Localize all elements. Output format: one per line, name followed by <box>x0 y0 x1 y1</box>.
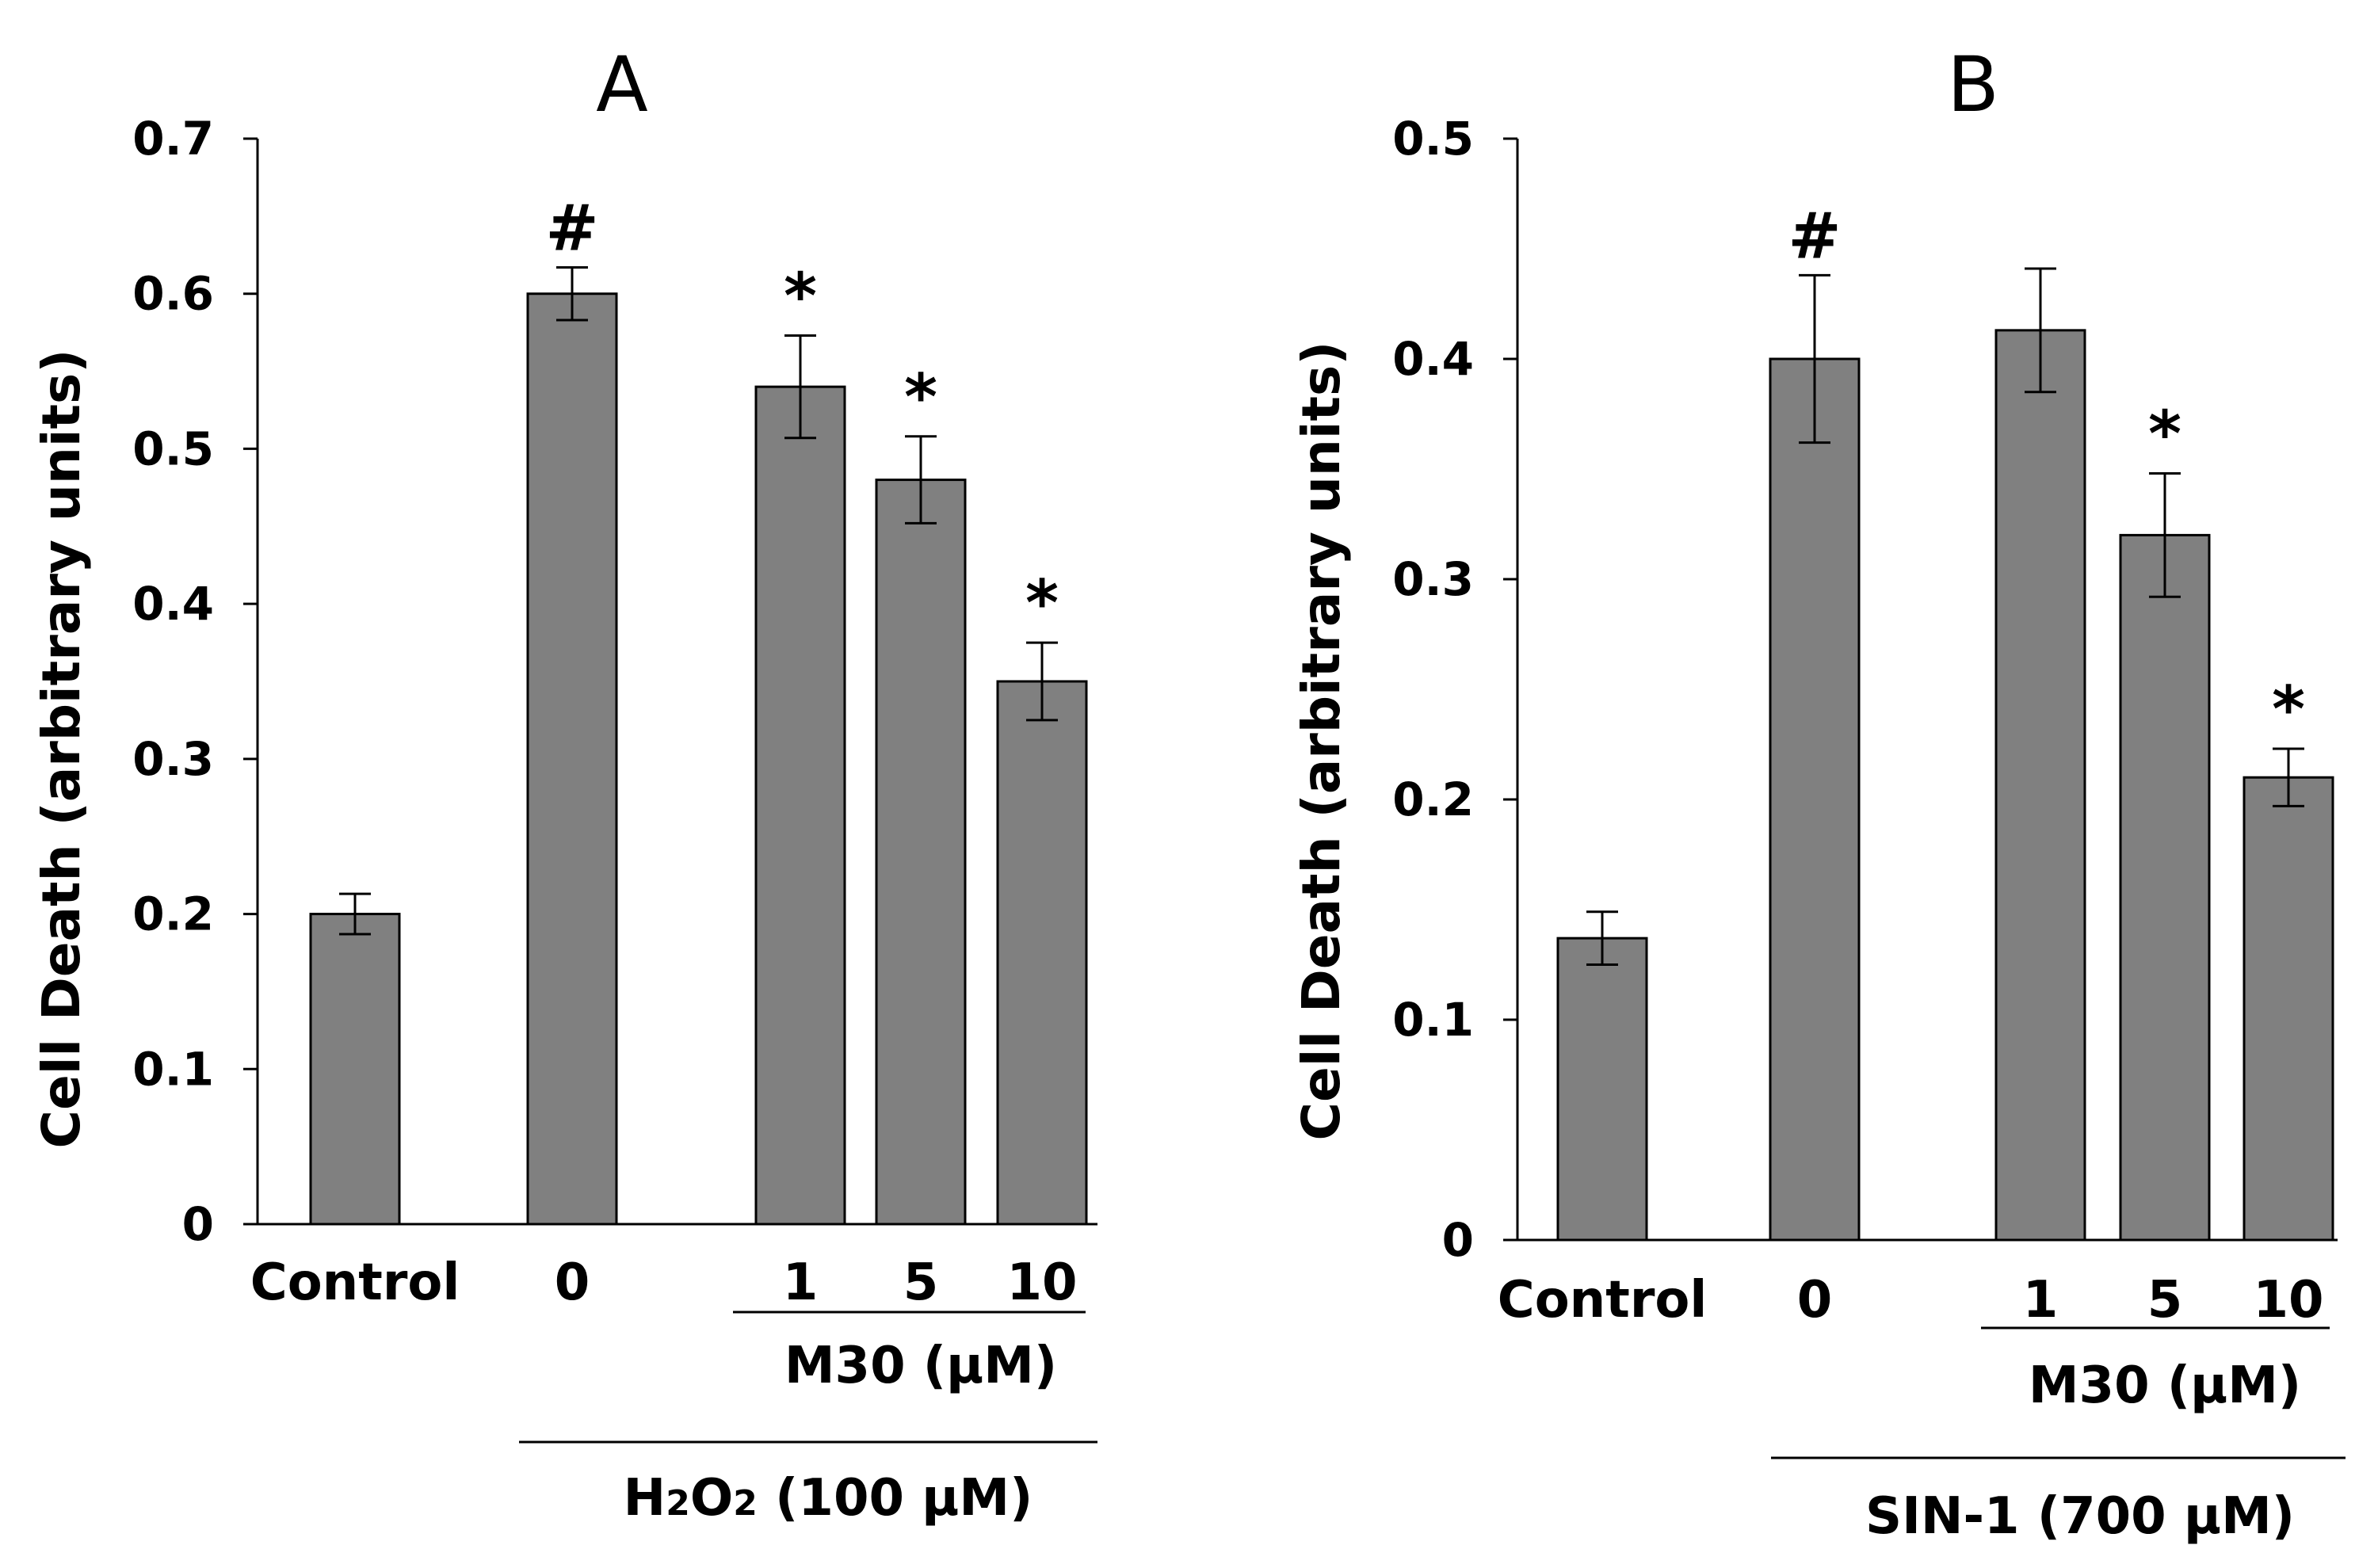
bar <box>996 680 1088 1226</box>
significance-markers: # * * <box>1788 199 2304 746</box>
x-tick-label: 1 <box>783 1253 819 1312</box>
panel-label: A <box>596 40 648 129</box>
x-tick-label: 1 <box>2023 1271 2059 1330</box>
m30-group-label: M30 (μM) <box>784 1337 1057 1395</box>
bar <box>2119 533 2211 1242</box>
y-tick-labels: 0 0.1 0.2 0.3 0.4 0.5 0.6 0.7 <box>132 112 214 1251</box>
y-axis-label: Cell Death (arbitrary units) <box>31 349 92 1149</box>
error-bars <box>1586 267 2304 966</box>
bars <box>309 292 1088 1226</box>
error-bars <box>339 265 1058 936</box>
bar <box>1769 357 1861 1242</box>
y-tick-label: 0.4 <box>1392 332 1474 386</box>
significance-markers: # * * * <box>545 191 1058 640</box>
x-tick-label: 5 <box>903 1253 939 1312</box>
y-axis-label: Cell Death (arbitrary units) <box>1291 341 1352 1141</box>
significance-marker: * <box>2272 673 2305 746</box>
y-tick-labels: 0 0.1 0.2 0.3 0.4 0.5 <box>1392 112 1474 1267</box>
treatment-group-label: SIN-1 (700 μM) <box>1865 1487 2295 1546</box>
x-tick-label: 10 <box>1006 1253 1077 1312</box>
treatment-group-label: H2O2 (100 μM) <box>624 1469 1033 1528</box>
m30-group-label: M30 (μM) <box>2029 1356 2301 1415</box>
significance-marker: # <box>545 191 598 265</box>
y-tick-label: 0.5 <box>132 422 214 475</box>
y-tick-label: 0.1 <box>132 1042 214 1096</box>
x-tick-label: 0 <box>555 1253 590 1312</box>
bar <box>1556 937 1648 1242</box>
bar <box>1994 329 2086 1242</box>
x-tick-label: Control <box>250 1253 460 1312</box>
x-tick-labels: Control 0 1 5 10 <box>250 1253 1078 1312</box>
y-tick-label: 0.7 <box>132 112 214 166</box>
significance-marker: * <box>2148 398 2181 471</box>
y-tick-label: 0.6 <box>132 267 214 321</box>
y-tick-label: 0.4 <box>132 577 214 631</box>
bars <box>1556 329 2334 1242</box>
x-tick-labels: Control 0 1 5 10 <box>1498 1271 2324 1330</box>
y-tick-label: 0.5 <box>1392 112 1474 166</box>
bar <box>309 913 401 1226</box>
significance-marker: * <box>904 361 937 434</box>
y-tick-label: 0.1 <box>1392 993 1474 1047</box>
y-tick-label: 0 <box>182 1197 214 1251</box>
significance-marker: * <box>784 260 817 334</box>
panel-a: A Cell Death (arbitrary units) 0 0.1 0.2 0.… <box>31 40 1097 1528</box>
y-tick-label: 0 <box>1442 1213 1474 1267</box>
bar <box>754 385 846 1226</box>
bar <box>2242 776 2334 1242</box>
y-tick-label: 0.3 <box>1392 552 1474 606</box>
y-tick-label: 0.2 <box>1392 773 1474 826</box>
significance-marker: * <box>1025 567 1059 640</box>
y-tick-label: 0.2 <box>132 887 214 941</box>
x-tick-label: 0 <box>1797 1271 1833 1330</box>
x-tick-label: Control <box>1498 1271 1708 1330</box>
bar <box>875 479 967 1226</box>
y-tick-label: 0.3 <box>132 732 214 786</box>
panel-b: B Cell Death (arbitrary units) 0 0.1 0.2 0.… <box>1291 40 2346 1546</box>
bar <box>526 292 618 1226</box>
panel-label: B <box>1947 40 1999 129</box>
significance-marker: # <box>1788 199 1841 273</box>
x-tick-label: 5 <box>2147 1271 2183 1330</box>
x-tick-label: 10 <box>2253 1271 2323 1330</box>
